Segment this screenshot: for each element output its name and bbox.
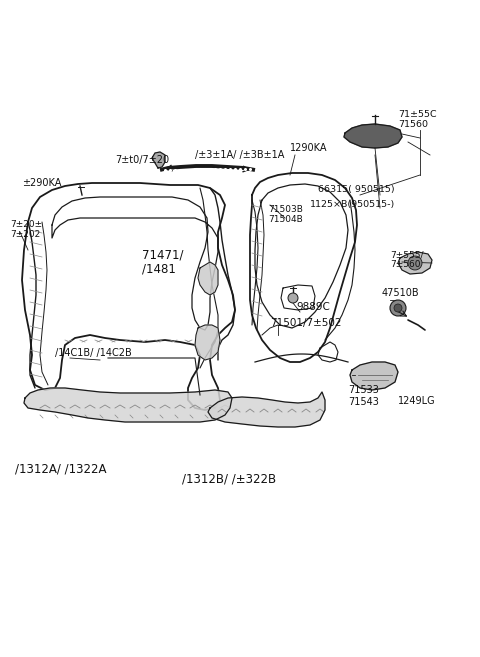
Circle shape [408,256,422,270]
Polygon shape [195,325,220,360]
Polygon shape [350,362,398,390]
Text: 71533
71543: 71533 71543 [348,385,379,407]
Polygon shape [344,124,402,148]
Text: /1312B/ /±322B: /1312B/ /±322B [182,472,276,485]
Text: 7±t0/7±20: 7±t0/7±20 [115,155,169,165]
Text: /1312A/ /1322A: /1312A/ /1322A [15,462,107,475]
Text: /14C1B/ /14C2B: /14C1B/ /14C2B [55,348,132,358]
Circle shape [390,300,406,316]
Text: ±290KA: ±290KA [22,178,61,188]
Text: 1290KA: 1290KA [290,143,327,153]
Text: 1125×B(950515-): 1125×B(950515-) [310,200,395,209]
Text: 47510B: 47510B [382,288,420,298]
Text: 71471/
/1481: 71471/ /1481 [142,248,183,276]
Text: 71501/7±502: 71501/7±502 [270,318,341,328]
Polygon shape [198,262,218,295]
Text: 9889C: 9889C [296,302,330,312]
Text: 7±555/
7±560: 7±555/ 7±560 [390,250,423,269]
Polygon shape [208,392,325,427]
Text: 1249LG: 1249LG [398,396,436,406]
Polygon shape [152,152,165,168]
Text: 71±55C
71560: 71±55C 71560 [398,110,437,129]
Text: 71503B
71504B: 71503B 71504B [268,205,303,225]
Circle shape [394,304,402,312]
Polygon shape [24,388,232,422]
Text: 7±20±
7±202: 7±20± 7±202 [10,220,42,239]
Circle shape [288,293,298,303]
Text: 66315( 950515): 66315( 950515) [318,185,395,194]
Text: /±3±1A/ /±3B±1A: /±3±1A/ /±3B±1A [195,150,284,160]
Polygon shape [398,252,432,274]
